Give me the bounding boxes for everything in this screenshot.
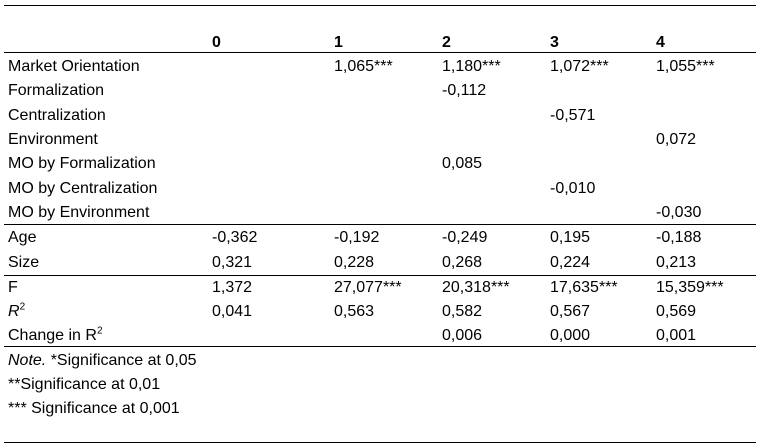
table-cell: 0,569 xyxy=(656,303,697,320)
table-cell: 1,055*** xyxy=(656,58,715,75)
table-note-rule xyxy=(4,346,756,347)
table-cell: 0,000 xyxy=(550,327,591,344)
row-label: Age xyxy=(8,229,37,246)
row-label: R2 xyxy=(8,302,25,322)
row-label: Change in R2 xyxy=(8,326,103,346)
column-header: 3 xyxy=(550,34,559,51)
table-cell: 0,041 xyxy=(212,303,253,320)
row-label: MO by Environment xyxy=(8,204,150,221)
row-label: Formalization xyxy=(8,82,105,99)
table-divider-rule xyxy=(4,224,756,225)
table-cell: 15,359*** xyxy=(656,279,724,296)
table-note-line: *** Significance at 0,001 xyxy=(8,400,180,417)
table-cell: 0,321 xyxy=(212,254,253,271)
table-note-line: Note. *Significance at 0,05 xyxy=(8,351,197,371)
table-cell: -0,362 xyxy=(212,229,258,246)
table-cell: 0,001 xyxy=(656,327,697,344)
table-cell: 0,085 xyxy=(442,155,483,172)
row-label-base: R xyxy=(8,303,20,320)
table-top-rule xyxy=(4,5,756,6)
note-prefix: Note. xyxy=(8,352,47,369)
table-cell: 1,065*** xyxy=(334,58,393,75)
row-label: Size xyxy=(8,254,40,271)
row-label: Centralization xyxy=(8,107,106,124)
table-cell: 0,268 xyxy=(442,254,483,271)
column-header: 2 xyxy=(442,34,451,51)
table-cell: 0,228 xyxy=(334,254,375,271)
table-cell: -0,571 xyxy=(550,107,596,124)
table-bottom-rule xyxy=(4,442,756,443)
table-cell: 0,072 xyxy=(656,131,697,148)
table-header-rule xyxy=(4,52,756,53)
table-note-line: **Significance at 0,01 xyxy=(8,376,161,393)
row-label-superscript: 2 xyxy=(19,301,26,313)
table-cell: 0,213 xyxy=(656,254,697,271)
table-cell: 27,077*** xyxy=(334,279,402,296)
table-cell: 0,567 xyxy=(550,303,591,320)
row-label: Market Orientation xyxy=(8,58,140,75)
row-label-superscript: 2 xyxy=(96,325,103,337)
row-label-base: Change in R xyxy=(8,327,97,344)
row-label: F xyxy=(8,279,18,296)
table-cell: 0,195 xyxy=(550,229,591,246)
table-cell: -0,030 xyxy=(656,204,702,221)
column-header: 0 xyxy=(212,34,221,51)
table-cell: -0,112 xyxy=(442,82,487,99)
table-cell: 1,072*** xyxy=(550,58,609,75)
table-cell: -0,192 xyxy=(334,229,380,246)
table-cell: 0,224 xyxy=(550,254,591,271)
table-cell: -0,188 xyxy=(656,229,702,246)
table-cell: -0,010 xyxy=(550,180,596,197)
row-label: MO by Formalization xyxy=(8,155,156,172)
table-cell: -0,249 xyxy=(442,229,488,246)
row-label: MO by Centralization xyxy=(8,180,158,197)
note-text: *Significance at 0,05 xyxy=(46,352,197,369)
table-divider-rule xyxy=(4,275,756,276)
table-cell: 1,372 xyxy=(212,279,253,296)
table-cell: 0,582 xyxy=(442,303,483,320)
column-header: 1 xyxy=(334,34,343,51)
table-cell: 1,180*** xyxy=(442,58,501,75)
table-cell: 0,006 xyxy=(442,327,483,344)
table-cell: 20,318*** xyxy=(442,279,510,296)
table-cell: 17,635*** xyxy=(550,279,618,296)
row-label: Environment xyxy=(8,131,98,148)
regression-table: 0 1 2 3 4 Market Orientation 1,065*** 1,… xyxy=(4,0,756,448)
column-header: 4 xyxy=(656,34,665,51)
table-cell: 0,563 xyxy=(334,303,375,320)
